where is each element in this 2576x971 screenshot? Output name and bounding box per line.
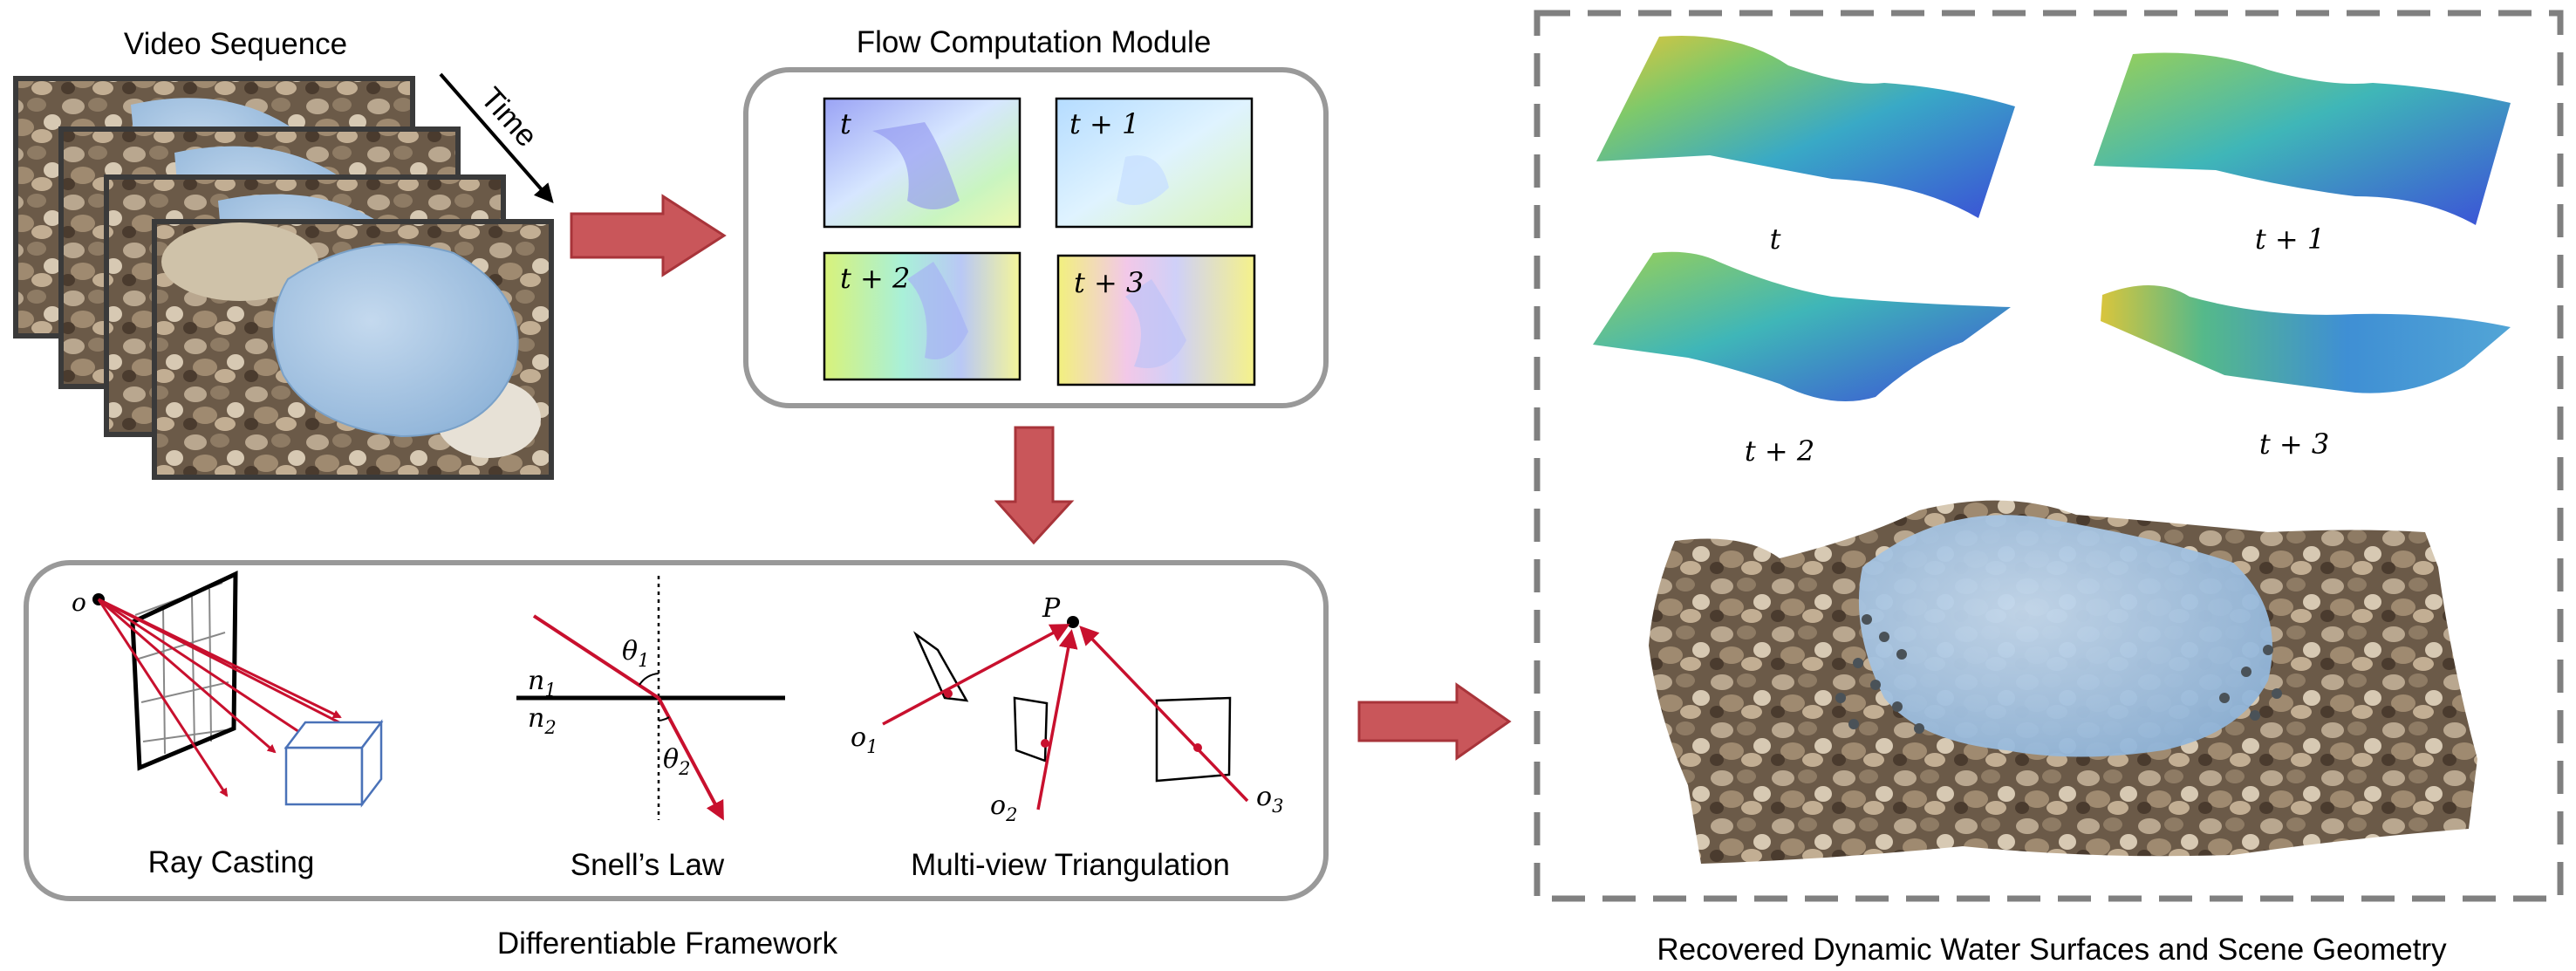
water-surface: t + 1: [2094, 52, 2511, 256]
cube-icon: [284, 719, 384, 808]
theta2-label: θ2: [663, 744, 690, 779]
ray-casting-diagram: o Ray Casting: [72, 571, 384, 879]
water-surface: t: [1596, 35, 2015, 256]
n2-label: n2: [528, 703, 557, 738]
video-frames: [13, 76, 554, 480]
o2-label: o2: [990, 790, 1017, 825]
flow-frame-label: t: [840, 107, 851, 140]
video-sequence-title: Video Sequence: [124, 27, 347, 61]
flow-frame: t + 1: [1055, 97, 1254, 229]
flow-module-title: Flow Computation Module: [857, 25, 1212, 59]
flow-frame-label: t + 3: [1074, 266, 1144, 299]
incident-ray: [532, 614, 660, 700]
camera-planes: [912, 631, 1232, 783]
surface-label: t: [1770, 222, 1781, 256]
theta1-label: θ1: [622, 636, 649, 671]
result-arrow: [1357, 682, 1512, 761]
triangulation-rays: [882, 624, 1249, 810]
o3-label: o3: [1256, 782, 1283, 817]
flow-arrow-right: [570, 194, 727, 277]
triangulation-label: Multi-view Triangulation: [911, 848, 1230, 882]
framework-title: Differentiable Framework: [497, 927, 838, 961]
point-p-label: P: [1042, 593, 1061, 624]
surface-label: t + 1: [2255, 222, 2325, 256]
flow-frame: t: [823, 97, 1022, 229]
water-surface: t + 3: [2101, 284, 2511, 461]
flow-frame-label: t + 1: [1069, 107, 1139, 140]
time-arrow: [439, 72, 554, 204]
point-dots: [1835, 614, 2282, 734]
ray-casting-label: Ray Casting: [148, 845, 315, 879]
triangulation-diagram: P o1 o2 o3 Multi-view Triangulation: [851, 593, 1283, 882]
scene-point-cloud: [1649, 500, 2477, 864]
flow-frame-label: t + 2: [840, 262, 910, 295]
flow-frame: t + 3: [1056, 254, 1256, 386]
results-title: Recovered Dynamic Water Surfaces and Sce…: [1657, 933, 2447, 967]
time-label: Time: [474, 81, 543, 154]
water-surface: t + 2: [1593, 251, 2011, 468]
framework-box: [24, 560, 1329, 901]
snells-law-label: Snell’s Law: [571, 848, 725, 882]
surface-label: t + 3: [2259, 427, 2329, 461]
ray-origin-label: o: [72, 588, 86, 617]
results-box: [1534, 10, 2564, 902]
water-surfaces: t t + 1 t + 2 t + 3: [1593, 35, 2511, 468]
o1-label: o1: [851, 722, 878, 757]
surface-label: t + 2: [1745, 434, 1814, 468]
n1-label: n1: [528, 666, 557, 701]
flow-arrow-down: [994, 426, 1075, 545]
flow-module-box: [743, 67, 1329, 408]
flow-frame: t + 2: [823, 251, 1022, 381]
video-frame: [152, 219, 554, 480]
snells-law-diagram: θ1 θ2 n1 n2 Snell’s Law: [516, 576, 785, 882]
